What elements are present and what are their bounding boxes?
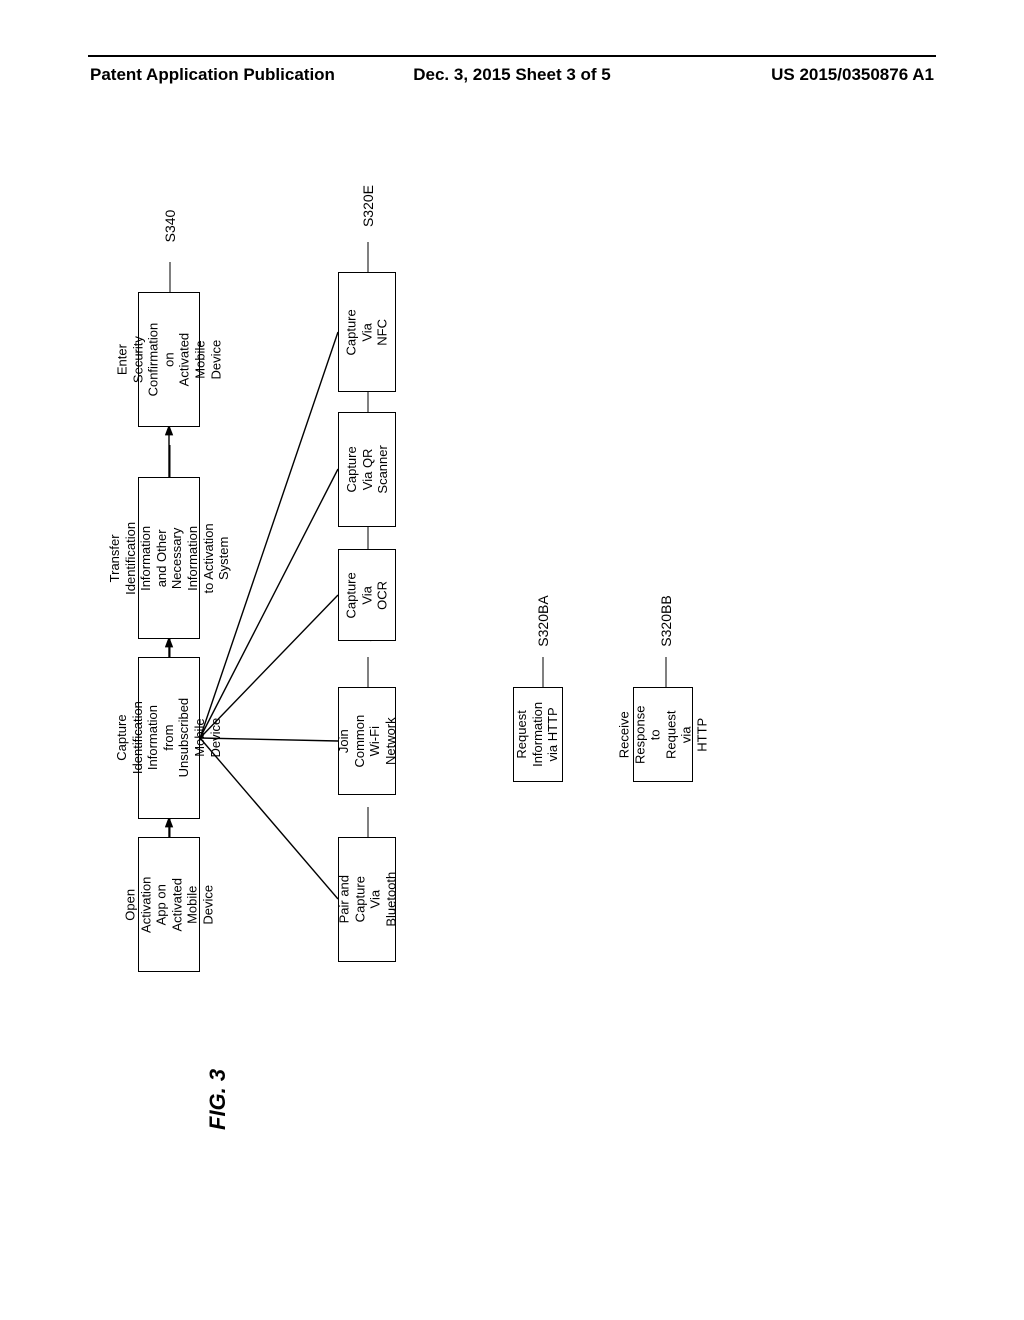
connectors-svg <box>138 187 886 1187</box>
box-s320bb: Receive Response to Request via HTTP <box>633 687 693 782</box>
box-s330: Transfer Identification Information and … <box>138 477 200 639</box>
page-frame: Patent Application Publication Dec. 3, 2… <box>88 55 936 1265</box>
box-text-s320b: Join Common Wi-Fi Network <box>336 715 398 768</box>
header-left: Patent Application Publication <box>90 65 335 85</box>
box-s320a: Pair and Capture Via Bluetooth <box>338 837 396 962</box>
header-center: Dec. 3, 2015 Sheet 3 of 5 <box>413 65 611 85</box>
box-text-s330: Transfer Identification Information and … <box>107 522 232 595</box>
box-text-s340: Enter Security Confirmation on Activated… <box>114 323 223 397</box>
box-s320d: Capture Via QR Scanner <box>338 412 396 527</box>
box-s340: Enter Security Confirmation on Activated… <box>138 292 200 427</box>
ref-label-s320e: S320E <box>360 166 376 246</box>
box-text-s320d: Capture Via QR Scanner <box>344 445 391 493</box>
box-s320ba: Request Information via HTTP <box>513 687 563 782</box>
reference-lines <box>170 242 666 837</box>
box-text-s320ba: Request Information via HTTP <box>515 702 562 767</box>
box-s320e: Capture Via NFC <box>338 272 396 392</box>
ref-label-s340: S340 <box>162 186 178 266</box>
box-text-s320e: Capture Via NFC <box>344 309 391 355</box>
fan-lines <box>200 332 338 899</box>
box-text-s320a: Pair and Capture Via Bluetooth <box>336 872 398 927</box>
box-text-s320: Capture Identification Information from … <box>114 698 223 778</box>
flow-diagram: Open Activation App on Activated Mobile … <box>138 187 886 1187</box>
box-s320c: Capture Via OCR <box>338 549 396 641</box>
box-text-s320bb: Receive Response to Request via HTTP <box>616 705 710 764</box>
box-text-s320c: Capture Via OCR <box>344 572 391 618</box>
box-s310: Open Activation App on Activated Mobile … <box>138 837 200 972</box>
box-text-s310: Open Activation App on Activated Mobile … <box>122 876 216 932</box>
box-s320: Capture Identification Information from … <box>138 657 200 819</box>
ref-label-s320ba: S320BA <box>535 581 551 661</box>
header-right: US 2015/0350876 A1 <box>771 65 934 85</box>
figure-label: FIG. 3 <box>205 1030 231 1130</box>
ref-label-s320bb: S320BB <box>658 581 674 661</box>
box-s320b: Join Common Wi-Fi Network <box>338 687 396 795</box>
